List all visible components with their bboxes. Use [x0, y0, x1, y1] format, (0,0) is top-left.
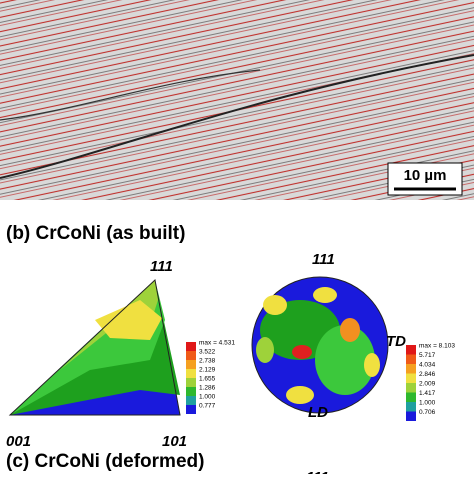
legend-swatch: [186, 396, 196, 405]
pole-label: 111: [312, 251, 335, 268]
grain-boundary: [0, 69, 261, 121]
legend-label: 0.706: [419, 409, 436, 416]
ipf-corner: 101: [162, 433, 187, 450]
legend-swatch: [406, 364, 416, 374]
legend: max = 4.531 3.522 2.738 2.129 1.655 1.286 1.00…: [186, 340, 235, 414]
legend-label: max = 8.103: [419, 343, 455, 350]
legend: max = 8.103 5.717 4.034 2.846 2.009 1.417 1.00…: [406, 343, 455, 421]
legend-label: 5.717: [419, 352, 436, 359]
ipf-triangle: [8, 279, 181, 416]
panel-title: (c) CrCoNi (deformed): [6, 451, 204, 472]
legend-label: 2.129: [199, 367, 216, 374]
ipf-corner: 001: [6, 433, 31, 450]
legend-label: 1.000: [419, 400, 436, 407]
legend-label: 1.655: [199, 376, 216, 383]
grain-boundary: [0, 54, 474, 179]
legend-label: 1.000: [199, 394, 216, 401]
pole-label: 111: [306, 469, 329, 474]
legend-swatch: [406, 345, 416, 355]
legend-swatch: [186, 351, 196, 360]
scale-bar-label: 10 µm: [404, 167, 447, 184]
pole-label: TD: [386, 333, 406, 350]
pole-figure: [251, 276, 389, 414]
legend-label: max = 4.531: [199, 340, 235, 347]
legend-swatch: [186, 360, 196, 369]
legend-label: 2.738: [199, 358, 216, 365]
ipf-corner: 111: [150, 258, 173, 275]
legend-swatch: [186, 369, 196, 378]
panel-title: (b) CrCoNi (as built): [6, 223, 185, 244]
legend-label: 2.009: [419, 381, 436, 388]
legend-label: 1.286: [199, 385, 216, 392]
legend-swatch: [186, 342, 196, 351]
legend-label: 0.777: [199, 403, 216, 410]
legend-swatch: [406, 373, 416, 383]
legend-swatch: [406, 411, 416, 421]
legend-label: 2.846: [419, 371, 436, 378]
legend-swatch: [186, 387, 196, 396]
legend-swatch: [406, 392, 416, 402]
pole-label: LD: [308, 404, 328, 421]
legend-swatch: [406, 354, 416, 364]
legend-swatch: [186, 378, 196, 387]
legend-label: 4.034: [419, 362, 436, 369]
legend-label: 3.522: [199, 349, 216, 356]
legend-label: 1.417: [419, 390, 436, 397]
legend-swatch: [406, 383, 416, 393]
legend-swatch: [186, 405, 196, 414]
legend-swatch: [406, 402, 416, 412]
